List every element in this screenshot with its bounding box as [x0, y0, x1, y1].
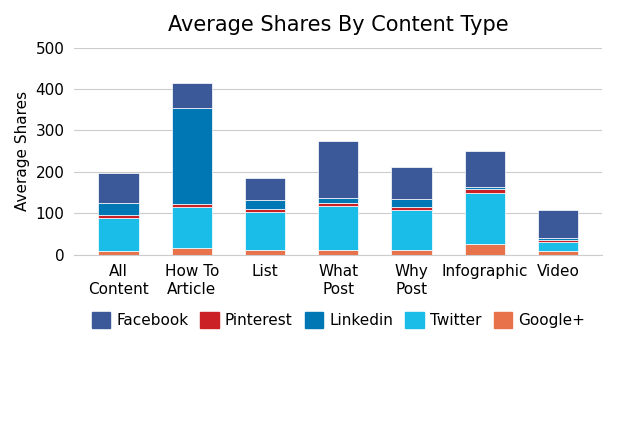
- Bar: [391, 207, 431, 210]
- Bar: [318, 141, 359, 198]
- Bar: [538, 210, 578, 238]
- Bar: [172, 204, 212, 207]
- Bar: [98, 251, 139, 255]
- Bar: [245, 209, 285, 212]
- Bar: [391, 167, 431, 199]
- Bar: [245, 200, 285, 209]
- Bar: [245, 250, 285, 255]
- Bar: [98, 173, 139, 203]
- Bar: [465, 151, 505, 187]
- Bar: [318, 250, 359, 255]
- Bar: [391, 250, 431, 255]
- Bar: [538, 242, 578, 251]
- Bar: [172, 249, 212, 255]
- Bar: [465, 189, 505, 193]
- Bar: [465, 244, 505, 255]
- Bar: [538, 238, 578, 240]
- Bar: [318, 206, 359, 250]
- Legend: Facebook, Pinterest, Linkedin, Twitter, Google+: Facebook, Pinterest, Linkedin, Twitter, …: [85, 306, 591, 334]
- Bar: [98, 203, 139, 215]
- Bar: [172, 108, 212, 204]
- Bar: [538, 251, 578, 255]
- Bar: [318, 198, 359, 203]
- Bar: [391, 210, 431, 250]
- Title: Average Shares By Content Type: Average Shares By Content Type: [168, 15, 508, 35]
- Bar: [172, 207, 212, 249]
- Bar: [318, 203, 359, 206]
- Bar: [245, 212, 285, 250]
- Bar: [245, 178, 285, 200]
- Y-axis label: Average Shares: Average Shares: [15, 91, 30, 211]
- Bar: [391, 199, 431, 207]
- Bar: [98, 215, 139, 218]
- Bar: [538, 240, 578, 242]
- Bar: [465, 193, 505, 244]
- Bar: [172, 83, 212, 108]
- Bar: [98, 218, 139, 251]
- Bar: [465, 187, 505, 189]
